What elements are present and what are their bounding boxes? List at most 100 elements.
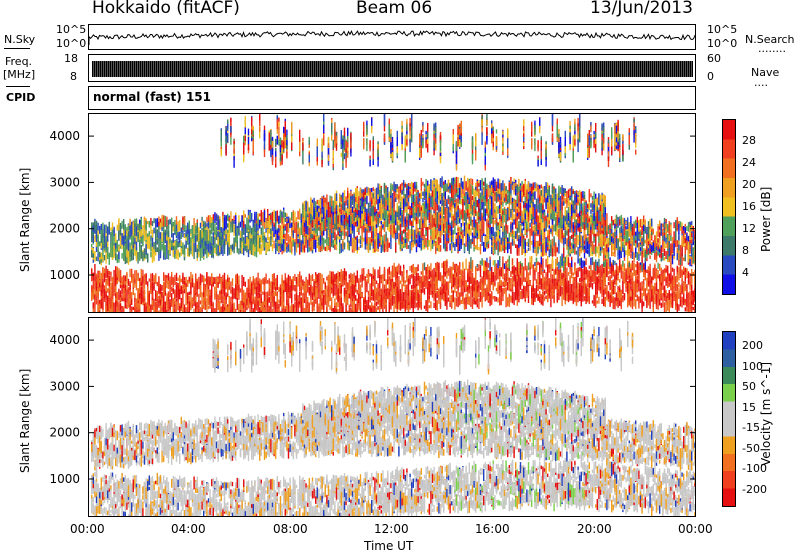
heatmap-cell — [95, 256, 98, 261]
heatmap-cell — [99, 279, 101, 283]
heatmap-cell — [415, 302, 418, 308]
heatmap-cell — [375, 199, 378, 205]
heatmap-cell — [363, 237, 365, 242]
heatmap-cell — [169, 243, 171, 255]
heatmap-cell — [251, 117, 253, 127]
heatmap-cell — [417, 264, 419, 272]
heatmap-cell — [412, 182, 414, 188]
heatmap-cell — [219, 273, 221, 284]
heatmap-cell — [139, 231, 141, 240]
heatmap-cell — [159, 218, 162, 225]
heatmap-cell — [204, 230, 206, 240]
heatmap-cell — [358, 206, 360, 217]
heatmap-cell — [262, 236, 264, 244]
heatmap-cell — [206, 272, 208, 285]
heatmap-cell — [180, 278, 182, 283]
heatmap-cell — [319, 232, 322, 245]
heatmap-cell — [206, 310, 208, 312]
heatmap-cell — [372, 219, 374, 231]
heatmap-cell — [347, 292, 349, 298]
heatmap-cell — [212, 219, 214, 232]
heatmap-cell — [289, 286, 291, 299]
heatmap-cell — [129, 268, 131, 278]
heatmap-cell — [332, 308, 334, 312]
heatmap-cell — [343, 236, 346, 240]
heatmap-cell — [131, 292, 133, 299]
heatmap-cell — [187, 292, 189, 304]
heatmap-cell — [259, 293, 261, 298]
heatmap-cell — [383, 241, 386, 253]
power-heatmap — [91, 114, 695, 312]
heatmap-cell — [164, 232, 166, 244]
heatmap-cell — [387, 205, 389, 210]
heatmap-cell — [244, 224, 246, 237]
heatmap-cell — [409, 229, 411, 240]
heatmap-cell — [159, 293, 162, 300]
heatmap-cell — [385, 213, 387, 220]
power-cells — [91, 114, 695, 312]
heatmap-cell — [97, 293, 99, 298]
freq-label: Freq. — [5, 55, 33, 68]
heatmap-cell — [393, 197, 395, 207]
heatmap-cell — [161, 304, 163, 312]
heatmap-cell — [331, 241, 333, 247]
heatmap-cell — [126, 304, 128, 309]
heatmap-cell — [228, 280, 230, 287]
heatmap-cell — [390, 271, 392, 281]
heatmap-cell — [263, 307, 266, 312]
heatmap-cell — [153, 287, 155, 291]
heatmap-cell — [316, 282, 318, 294]
heatmap-cell — [196, 285, 198, 290]
heatmap-cell — [262, 278, 264, 285]
heatmap-cell — [401, 283, 403, 293]
heatmap-cell — [318, 239, 320, 252]
heatmap-cell — [123, 229, 125, 235]
heatmap-cell — [263, 210, 266, 223]
heatmap-cell — [297, 226, 299, 235]
heatmap-cell — [239, 304, 242, 309]
heatmap-cell — [401, 231, 403, 236]
heatmap-cell — [187, 247, 189, 257]
heatmap-cell — [351, 287, 354, 296]
heatmap-cell — [415, 195, 418, 205]
heatmap-cell — [123, 235, 125, 245]
heatmap-cell — [118, 251, 120, 259]
heatmap-cell — [159, 232, 162, 241]
heatmap-cell — [291, 135, 293, 149]
heatmap-cell — [369, 160, 371, 167]
heatmap-cell — [342, 278, 344, 287]
heatmap-cell — [131, 236, 133, 246]
heatmap-cell — [166, 299, 168, 310]
heatmap-cell — [236, 273, 238, 285]
heatmap-cell — [140, 248, 142, 259]
heatmap-cell — [231, 245, 234, 251]
heatmap-cell — [327, 145, 330, 155]
heatmap-cell — [326, 307, 328, 312]
heatmap-cell — [382, 222, 384, 226]
heatmap-cell — [359, 302, 362, 309]
heatmap-cell — [268, 278, 270, 287]
heatmap-cell — [148, 239, 150, 248]
heatmap-cell — [377, 156, 379, 167]
heatmap-cell — [215, 243, 218, 255]
heatmap-cell — [267, 293, 269, 299]
heatmap-cell — [311, 202, 314, 213]
heatmap-cell — [247, 148, 250, 154]
heatmap-cell — [231, 286, 234, 300]
heatmap-cell — [358, 196, 360, 208]
heatmap-cell — [140, 244, 142, 253]
heatmap-cell — [220, 129, 222, 142]
heatmap-cell — [129, 283, 131, 291]
heatmap-cell — [179, 231, 181, 244]
heatmap-cell — [260, 234, 262, 243]
heatmap-cell — [419, 220, 421, 225]
heatmap-cell — [355, 288, 357, 293]
heatmap-cell — [414, 202, 416, 213]
heatmap-cell — [107, 235, 109, 242]
heatmap-cell — [167, 280, 170, 290]
heatmap-cell — [167, 250, 170, 260]
heatmap-cell — [108, 254, 110, 265]
heatmap-cell — [363, 308, 365, 312]
heatmap-cell — [108, 276, 110, 286]
heatmap-cell — [119, 309, 122, 312]
